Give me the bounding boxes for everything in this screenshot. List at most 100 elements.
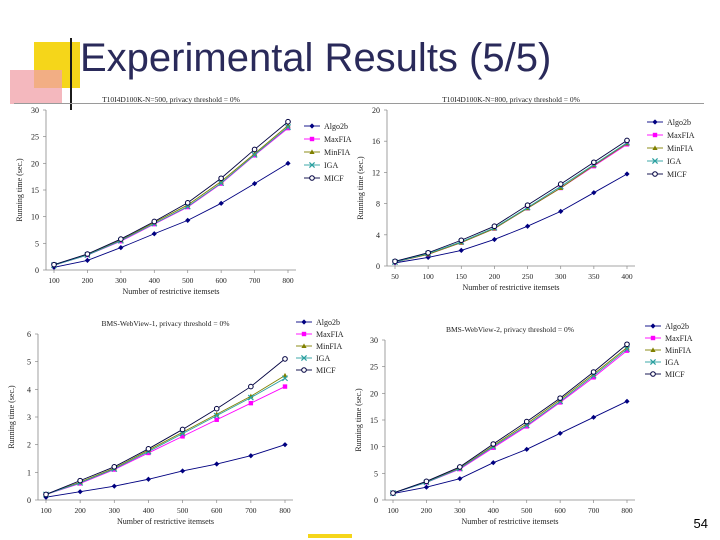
data-point-micf <box>458 237 465 244</box>
data-point-algo2b <box>218 200 224 206</box>
x-tick-label: 200 <box>75 506 87 515</box>
series-line-iga <box>392 348 628 494</box>
legend-marker-micf <box>652 171 658 177</box>
data-point-maxfia <box>557 400 563 405</box>
data-point-algo2b <box>423 484 430 490</box>
legend-label-micf: MICF <box>316 366 336 375</box>
data-point-micf <box>285 118 291 125</box>
legend-marker-algo2b <box>650 323 656 329</box>
y-tick-label: 15 <box>31 186 39 195</box>
series-line-algo2b <box>53 162 289 268</box>
legend-marker-minfia <box>652 145 658 150</box>
footer-decoration-bar <box>308 534 352 538</box>
legend-marker-micf <box>309 175 315 181</box>
data-point-minfia <box>558 185 564 190</box>
series-line-micf <box>392 343 628 494</box>
data-point-micf <box>51 261 57 268</box>
legend-label-iga: IGA <box>667 157 681 166</box>
legend-label-minfia: MinFIA <box>324 148 350 157</box>
series-line-maxfia <box>45 386 286 495</box>
chart-bms-webview-1: BMS-WebView-1, privacy threshold = 0% 0 1 2… <box>7 318 344 526</box>
x-tick-label: 800 <box>282 276 294 285</box>
data-point-micf <box>111 464 118 470</box>
data-point-micf <box>118 236 124 242</box>
series-line-algo2b <box>45 444 286 498</box>
y-tick-label: 1 <box>27 468 31 477</box>
x-tick-label: 500 <box>177 506 189 515</box>
page-number: 54 <box>693 516 708 531</box>
data-point-iga <box>218 180 225 187</box>
data-point-micf <box>145 446 152 452</box>
data-point-iga <box>247 394 254 401</box>
y-tick-label: 20 <box>372 106 380 115</box>
y-tick-label: 5 <box>374 469 378 478</box>
data-point-algo2b <box>77 489 83 495</box>
data-point-micf <box>390 490 396 496</box>
x-axis-label: Number of restrictive itemsets <box>461 517 558 526</box>
data-point-algo2b <box>457 476 463 482</box>
y-tick-label: 5 <box>27 358 31 367</box>
y-tick-label: 20 <box>370 389 378 398</box>
legend-marker-micf <box>301 367 307 373</box>
series-line-micf <box>394 140 628 262</box>
data-point-algo2b <box>111 483 117 489</box>
data-point-micf <box>491 223 498 230</box>
legend-marker-iga <box>300 354 308 362</box>
data-point-algo2b <box>185 217 191 223</box>
x-tick-label: 800 <box>621 506 633 515</box>
data-point-maxfia <box>248 400 254 406</box>
data-point-micf <box>151 218 158 225</box>
data-point-iga <box>623 346 631 353</box>
x-tick-label: 200 <box>82 276 94 285</box>
x-tick-label: 800 <box>279 506 291 515</box>
legend-label-maxfia: MaxFIA <box>316 330 344 339</box>
series-line-micf <box>53 121 289 266</box>
chart-title: T10I4D100K-N=800, privacy threshold = 0% <box>442 95 580 104</box>
legend-marker-maxfia <box>301 331 307 337</box>
y-tick-label: 25 <box>31 133 39 142</box>
legend-label-iga: IGA <box>665 358 679 367</box>
x-tick-label: 600 <box>216 276 228 285</box>
legend-label-iga: IGA <box>324 161 338 170</box>
legend-label-micf: MICF <box>665 370 685 379</box>
legend-label-iga: IGA <box>316 354 330 363</box>
data-point-micf <box>213 405 220 412</box>
data-point-iga <box>281 375 289 382</box>
data-point-maxfia <box>282 384 288 389</box>
data-point-maxfia <box>285 125 291 131</box>
legend-label-algo2b: Algo2b <box>665 322 689 331</box>
legend-label-algo2b: Algo2b <box>667 118 691 127</box>
x-tick-label: 400 <box>149 276 161 285</box>
title-decoration-vertical-line <box>70 38 72 110</box>
y-tick-label: 0 <box>376 262 380 271</box>
legend-marker-micf <box>650 371 656 377</box>
data-point-iga <box>284 124 292 131</box>
x-tick-label: 300 <box>454 506 466 515</box>
data-point-maxfia <box>524 424 529 429</box>
y-tick-label: 15 <box>370 416 378 425</box>
x-tick-label: 500 <box>521 506 533 515</box>
data-point-algo2b <box>458 247 464 253</box>
data-point-micf <box>591 159 597 166</box>
x-tick-label: 250 <box>522 272 534 281</box>
legend-label-minfia: MinFIA <box>665 346 691 355</box>
series-line-iga <box>45 377 286 495</box>
legend-marker-maxfia <box>309 136 315 142</box>
series-line-iga <box>53 126 289 266</box>
data-point-maxfia <box>491 445 496 450</box>
data-point-algo2b <box>590 414 597 420</box>
data-point-maxfia <box>624 348 630 353</box>
data-point-algo2b <box>285 160 291 166</box>
legend-marker-algo2b <box>309 123 315 129</box>
legend-label-micf: MICF <box>667 170 687 179</box>
data-point-micf <box>77 477 83 484</box>
series-line-algo2b <box>392 400 628 495</box>
legend-marker-minfia <box>309 149 315 154</box>
legend-marker-iga <box>308 161 316 169</box>
legend-label-maxfia: MaxFIA <box>324 135 352 144</box>
y-tick-label: 16 <box>372 137 380 146</box>
y-tick-label: 4 <box>27 385 31 394</box>
data-point-micf <box>490 441 497 447</box>
legend-marker-maxfia <box>652 132 658 138</box>
data-point-iga <box>251 151 258 158</box>
